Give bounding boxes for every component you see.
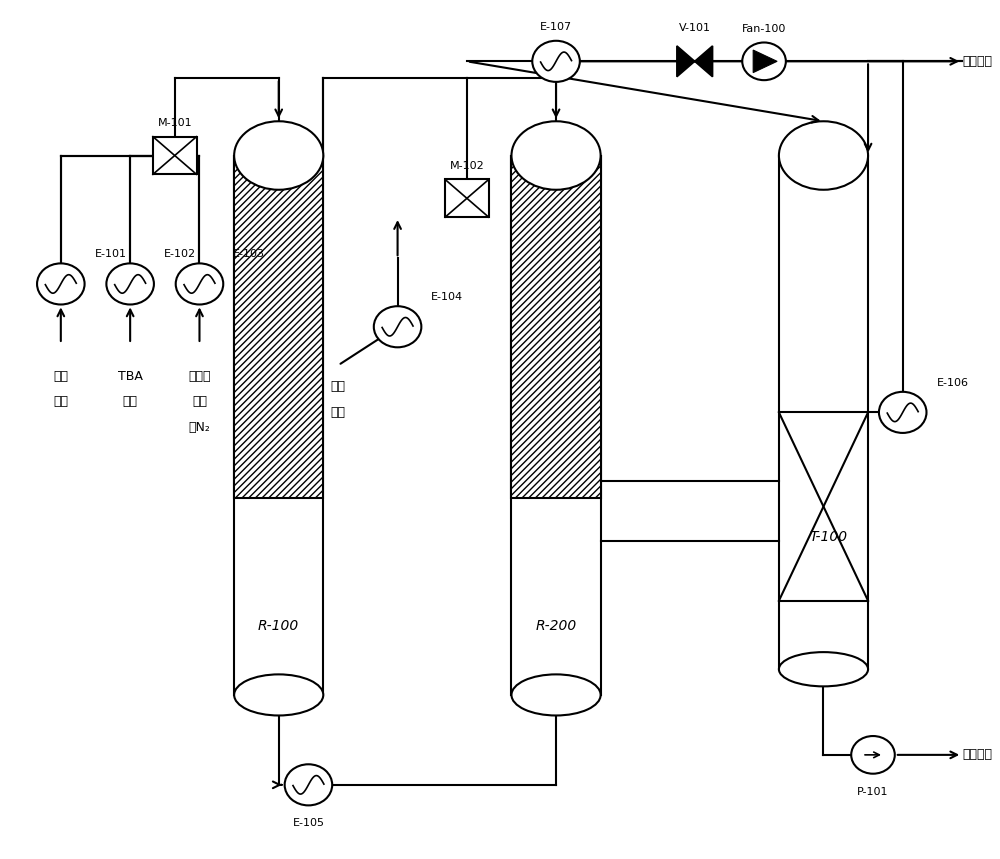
Bar bbox=[779, 600, 868, 669]
Circle shape bbox=[879, 392, 926, 433]
Polygon shape bbox=[695, 46, 713, 76]
Circle shape bbox=[106, 264, 154, 304]
Bar bbox=[779, 155, 868, 412]
Text: 去焚烧塔: 去焚烧塔 bbox=[962, 55, 992, 68]
Text: 焚烧塔: 焚烧塔 bbox=[188, 369, 211, 382]
Text: 压缩: 压缩 bbox=[331, 381, 346, 393]
Text: E-105: E-105 bbox=[292, 819, 324, 828]
Bar bbox=[511, 155, 601, 695]
Text: T-100: T-100 bbox=[809, 529, 847, 544]
Ellipse shape bbox=[234, 121, 323, 190]
Circle shape bbox=[742, 42, 786, 80]
Text: 或N₂: 或N₂ bbox=[189, 421, 210, 434]
Bar bbox=[153, 137, 197, 174]
Polygon shape bbox=[753, 50, 777, 73]
Text: V-101: V-101 bbox=[679, 23, 711, 33]
Text: E-103: E-103 bbox=[233, 249, 265, 259]
Text: E-102: E-102 bbox=[164, 249, 196, 259]
Circle shape bbox=[285, 765, 332, 806]
Text: M-101: M-101 bbox=[157, 118, 192, 128]
Ellipse shape bbox=[779, 121, 868, 190]
Text: 溶液: 溶液 bbox=[123, 395, 138, 408]
Polygon shape bbox=[677, 46, 695, 76]
Text: 空气: 空气 bbox=[53, 395, 68, 408]
Text: 尾气: 尾气 bbox=[192, 395, 207, 408]
Circle shape bbox=[374, 306, 421, 347]
Text: 压缩: 压缩 bbox=[53, 369, 68, 382]
Text: R-100: R-100 bbox=[258, 619, 299, 633]
Text: R-200: R-200 bbox=[535, 619, 577, 633]
Circle shape bbox=[532, 40, 580, 82]
Circle shape bbox=[176, 264, 223, 304]
Bar bbox=[234, 155, 323, 695]
Text: Fan-100: Fan-100 bbox=[742, 24, 786, 34]
Ellipse shape bbox=[779, 652, 868, 686]
Bar bbox=[445, 180, 489, 217]
Bar bbox=[511, 155, 601, 498]
Text: TBA: TBA bbox=[118, 369, 143, 382]
Circle shape bbox=[37, 264, 85, 304]
Ellipse shape bbox=[511, 674, 601, 716]
Ellipse shape bbox=[511, 121, 601, 190]
Bar bbox=[234, 155, 323, 498]
Text: P-101: P-101 bbox=[857, 787, 889, 796]
Text: 空气: 空气 bbox=[331, 405, 346, 419]
Text: E-101: E-101 bbox=[94, 249, 126, 259]
Text: E-104: E-104 bbox=[431, 292, 463, 302]
Circle shape bbox=[851, 736, 895, 774]
Text: 去精制塔: 去精制塔 bbox=[962, 748, 992, 761]
Ellipse shape bbox=[234, 674, 323, 716]
Text: E-107: E-107 bbox=[540, 22, 572, 33]
Text: E-106: E-106 bbox=[936, 378, 968, 387]
Text: M-102: M-102 bbox=[450, 161, 484, 171]
